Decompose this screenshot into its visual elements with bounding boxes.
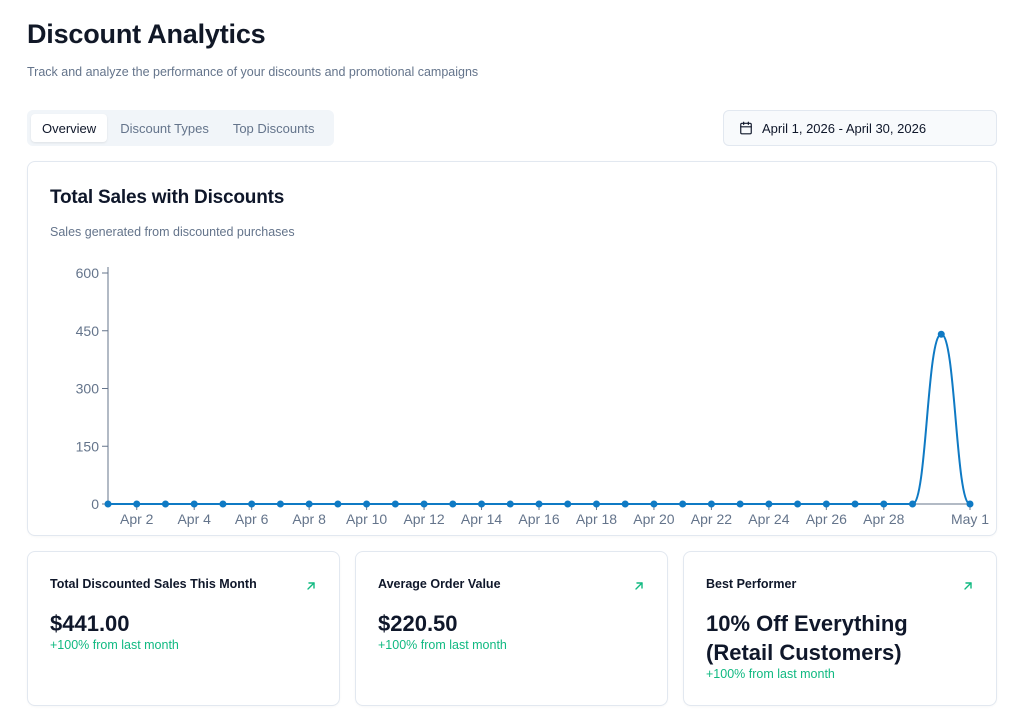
data-point xyxy=(334,500,342,508)
x-tick-label: Apr 2 xyxy=(120,511,154,527)
series-line xyxy=(107,333,971,506)
data-point xyxy=(535,500,543,508)
stat-value: $441.00 xyxy=(50,611,130,636)
x-tick-label: Apr 10 xyxy=(346,511,387,527)
x-tick-label: Apr 12 xyxy=(403,511,444,527)
stat-value: $220.50 xyxy=(378,611,458,636)
sales-chart-card: Total Sales with Discounts Sales generat… xyxy=(27,161,997,536)
data-point xyxy=(592,500,600,508)
data-point xyxy=(506,500,514,508)
stat-change: +100% from last month xyxy=(50,638,179,652)
y-tick-label: 300 xyxy=(76,381,100,397)
x-tick-label: Apr 20 xyxy=(633,511,674,527)
sales-line-chart: 0 150 300 450 600 Apr 2 Apr 4 Apr 6 Apr 8 Apr 10 A… xyxy=(76,265,990,527)
x-tick-label: May 1 xyxy=(951,511,989,527)
stat-title: Average Order Value xyxy=(378,577,501,591)
trend-up-icon xyxy=(964,582,972,590)
stat-value: 10% Off Everything (Retail Customers) xyxy=(706,611,908,665)
stat-change: +100% from last month xyxy=(706,667,835,681)
data-point xyxy=(707,500,715,508)
trend-up-icon xyxy=(635,582,643,590)
x-tick-label: Apr 6 xyxy=(235,511,269,527)
data-point xyxy=(937,330,945,338)
data-point xyxy=(736,500,744,508)
x-tick-label: Apr 26 xyxy=(806,511,847,527)
stat-card-best-performer: Best Performer 10% Off Everything (Retai… xyxy=(683,551,997,706)
date-range-picker[interactable]: April 1, 2026 - April 30, 2026 xyxy=(723,110,997,146)
data-point xyxy=(851,500,859,508)
trend-up-icon xyxy=(307,582,315,590)
stat-title: Best Performer xyxy=(706,577,797,591)
stat-card-average-order: Average Order Value $220.50 +100% from l… xyxy=(355,551,668,706)
x-tick-label: Apr 18 xyxy=(576,511,617,527)
data-point xyxy=(219,500,227,508)
data-point xyxy=(363,500,371,508)
y-tick-label: 450 xyxy=(76,323,100,339)
data-point xyxy=(478,500,486,508)
data-point xyxy=(161,500,169,508)
data-point xyxy=(822,500,830,508)
x-tick-label: Apr 24 xyxy=(748,511,789,527)
x-tick-label: Apr 4 xyxy=(177,511,211,527)
x-tick-label: Apr 8 xyxy=(292,511,326,527)
y-tick-label: 600 xyxy=(76,265,100,281)
data-point xyxy=(650,500,658,508)
tab-overview[interactable]: Overview xyxy=(31,114,108,142)
x-tick-label: Apr 14 xyxy=(461,511,502,527)
data-point xyxy=(966,500,974,508)
x-tick-label: Apr 16 xyxy=(518,511,559,527)
calendar-icon xyxy=(740,121,752,135)
chart-title: Total Sales with Discounts xyxy=(50,187,285,208)
x-tick-label: Apr 28 xyxy=(863,511,904,527)
data-point xyxy=(679,500,687,508)
chart-subtitle: Sales generated from discounted purchase… xyxy=(50,225,295,239)
stat-title: Total Discounted Sales This Month xyxy=(50,577,257,591)
data-point xyxy=(621,500,629,508)
date-range-label: April 1, 2026 - April 30, 2026 xyxy=(762,120,927,136)
data-point xyxy=(391,500,399,508)
data-point xyxy=(564,500,572,508)
data-point xyxy=(765,500,773,508)
data-point xyxy=(276,500,284,508)
data-point xyxy=(909,500,917,508)
data-point xyxy=(305,500,313,508)
stat-change: +100% from last month xyxy=(378,638,507,652)
data-point xyxy=(794,500,802,508)
data-point xyxy=(248,500,256,508)
tab-top-discounts[interactable]: Top Discounts xyxy=(232,120,315,136)
data-point xyxy=(449,500,457,508)
data-point xyxy=(880,500,888,508)
tab-discount-types[interactable]: Discount Types xyxy=(120,120,209,136)
x-tick-label: Apr 22 xyxy=(691,511,732,527)
stat-card-total-sales: Total Discounted Sales This Month $441.0… xyxy=(27,551,340,706)
page-subtitle: Track and analyze the performance of you… xyxy=(27,65,479,79)
y-tick-label: 150 xyxy=(76,438,100,454)
tab-list: Overview Discount Types Top Discounts xyxy=(27,110,334,146)
data-point xyxy=(420,500,428,508)
page-title: Discount Analytics xyxy=(27,19,266,49)
y-tick-label: 0 xyxy=(91,496,99,512)
data-point xyxy=(133,500,141,508)
data-point xyxy=(104,500,112,508)
data-point xyxy=(190,500,198,508)
